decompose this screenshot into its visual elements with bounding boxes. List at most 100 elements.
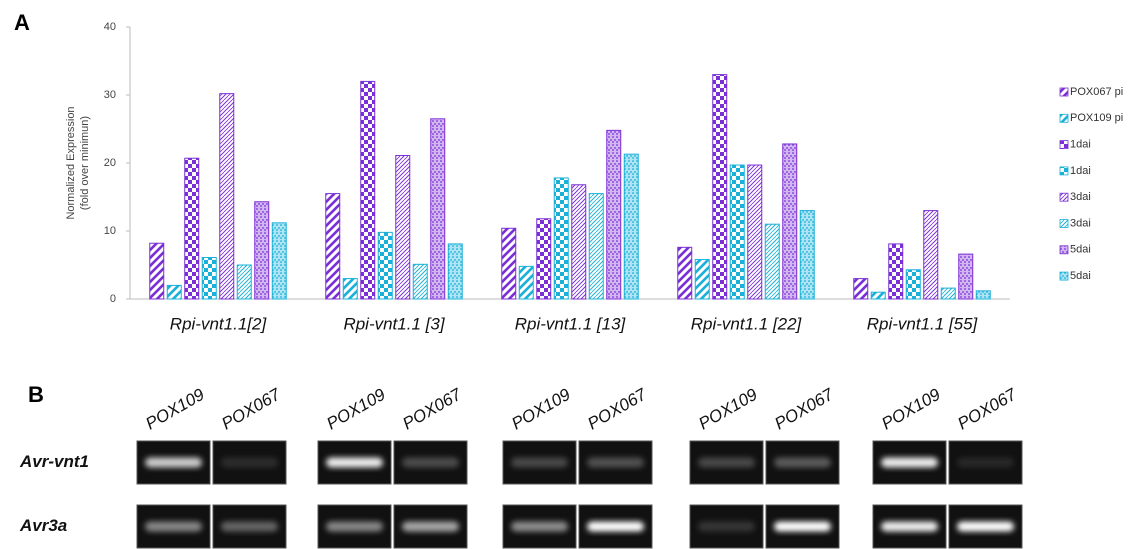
legend-label: POX067 pi bbox=[1070, 86, 1123, 98]
legend-label: 3dai bbox=[1070, 191, 1091, 203]
legend-label: POX109 pi bbox=[1070, 112, 1123, 124]
legend-label: 3dai bbox=[1070, 217, 1091, 229]
lane-label: POX067 bbox=[218, 385, 284, 434]
bar bbox=[607, 130, 621, 299]
row-label: Avr-vnt1 bbox=[19, 452, 89, 471]
bar bbox=[800, 211, 814, 299]
gel-band bbox=[326, 522, 383, 532]
bar bbox=[889, 244, 903, 299]
bar bbox=[431, 119, 445, 299]
lane-label: POX067 bbox=[954, 385, 1020, 434]
panel-label: B bbox=[28, 382, 44, 407]
bar bbox=[202, 258, 216, 299]
legend-swatch bbox=[1060, 193, 1068, 201]
lane-label: POX109 bbox=[695, 385, 761, 434]
lane-label: POX109 bbox=[508, 385, 574, 434]
y-tick-label: 10 bbox=[104, 225, 116, 237]
bar bbox=[589, 194, 603, 299]
gel-band bbox=[957, 458, 1014, 468]
legend-swatch bbox=[1060, 272, 1068, 280]
bar bbox=[748, 165, 762, 299]
legend-swatch bbox=[1060, 88, 1068, 96]
bar bbox=[713, 75, 727, 299]
bar bbox=[537, 219, 551, 299]
gel-band bbox=[511, 458, 568, 468]
bar bbox=[185, 158, 199, 299]
gel-band bbox=[221, 458, 278, 468]
x-tick-label: Rpi-vnt1.1 [13] bbox=[515, 314, 627, 333]
gel-band bbox=[402, 458, 459, 468]
bar bbox=[695, 260, 709, 299]
legend-swatch bbox=[1060, 220, 1068, 228]
gel-band bbox=[698, 522, 755, 532]
bar bbox=[906, 270, 920, 299]
lane-label-group: POX067 bbox=[399, 385, 465, 434]
bar bbox=[854, 279, 868, 299]
bar bbox=[959, 254, 973, 299]
row-label: Avr3a bbox=[19, 516, 67, 535]
bar bbox=[502, 228, 516, 299]
bar bbox=[554, 178, 568, 299]
gel-band bbox=[881, 522, 938, 532]
y-tick-label: 30 bbox=[104, 89, 116, 101]
bar bbox=[343, 279, 357, 299]
bar bbox=[255, 202, 269, 299]
lane-label: POX109 bbox=[323, 385, 389, 434]
lane-label-group: POX109 bbox=[142, 385, 208, 434]
gel-band bbox=[774, 458, 831, 468]
bar bbox=[448, 244, 462, 299]
bar bbox=[326, 194, 340, 299]
y-tick-label: 20 bbox=[104, 157, 116, 169]
panel-label: A bbox=[14, 10, 30, 35]
lane-label: POX067 bbox=[771, 385, 837, 434]
bar bbox=[519, 266, 533, 299]
lane-label-group: POX067 bbox=[954, 385, 1020, 434]
lane-label-group: POX067 bbox=[218, 385, 284, 434]
gel-band bbox=[145, 458, 202, 468]
bar bbox=[678, 247, 692, 299]
lane-label-group: POX109 bbox=[878, 385, 944, 434]
bar bbox=[730, 165, 744, 299]
gel-band bbox=[511, 522, 568, 532]
bar bbox=[624, 154, 638, 299]
legend-swatch bbox=[1060, 141, 1068, 149]
lane-label-group: POX109 bbox=[695, 385, 761, 434]
lane-label: POX109 bbox=[142, 385, 208, 434]
lane-label: POX067 bbox=[584, 385, 650, 434]
bar bbox=[378, 232, 392, 299]
bar bbox=[783, 144, 797, 299]
gel-band bbox=[402, 522, 459, 532]
gel-band bbox=[587, 458, 644, 468]
x-tick-label: Rpi-vnt1.1[2] bbox=[170, 314, 268, 333]
gel-band bbox=[145, 522, 202, 532]
gel-band bbox=[957, 522, 1014, 532]
legend-swatch bbox=[1060, 114, 1068, 122]
x-tick-label: Rpi-vnt1.1 [22] bbox=[691, 314, 803, 333]
bar bbox=[150, 243, 164, 299]
bar bbox=[924, 211, 938, 299]
y-tick-label: 0 bbox=[110, 293, 116, 305]
legend-label: 1dai bbox=[1070, 165, 1091, 177]
figure: A B Normalized Expression (fold over min… bbox=[0, 0, 1145, 549]
gel-band bbox=[698, 458, 755, 468]
legend-swatch bbox=[1060, 246, 1068, 254]
legend-swatch bbox=[1060, 167, 1068, 175]
lane-label-group: POX067 bbox=[771, 385, 837, 434]
bar bbox=[361, 81, 375, 299]
gel-band bbox=[326, 458, 383, 468]
gel-band bbox=[587, 522, 644, 532]
gel-band bbox=[881, 458, 938, 468]
y-tick-label: 40 bbox=[104, 21, 116, 33]
bar bbox=[765, 224, 779, 299]
y-axis-title-line: Normalized Expression bbox=[65, 106, 77, 219]
bar bbox=[413, 264, 427, 299]
x-tick-label: Rpi-vnt1.1 [3] bbox=[343, 314, 445, 333]
bar bbox=[220, 94, 234, 299]
y-axis-title-line: (fold over minimun) bbox=[79, 116, 91, 210]
lane-label: POX067 bbox=[399, 385, 465, 434]
y-axis-title: Normalized Expression (fold over minimun… bbox=[65, 106, 91, 219]
legend-label: 1dai bbox=[1070, 139, 1091, 151]
legend-label: 5dai bbox=[1070, 244, 1091, 256]
bar bbox=[941, 288, 955, 299]
bar bbox=[572, 185, 586, 299]
